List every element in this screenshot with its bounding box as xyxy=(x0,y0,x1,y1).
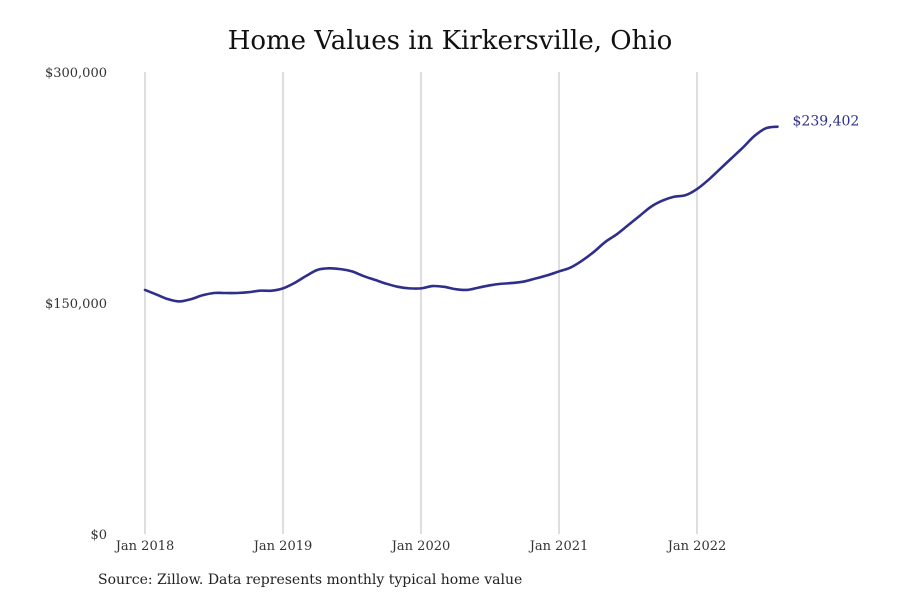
x-tick-label: Jan 2018 xyxy=(114,539,175,554)
source-note: Source: Zillow. Data represents monthly … xyxy=(98,572,523,588)
x-tick-label: Jan 2021 xyxy=(528,539,589,554)
x-tick-label: Jan 2019 xyxy=(252,539,313,554)
series-line xyxy=(143,125,779,303)
series-group xyxy=(143,125,779,303)
y-tick-label: $150,000 xyxy=(45,297,107,312)
x-axis-ticks: Jan 2018 Jan 2019 Jan 2020 Jan 2021 Jan 2022 xyxy=(114,539,727,554)
end-value-label: $239,402 xyxy=(793,114,860,130)
gridlines xyxy=(144,72,698,534)
x-tick-label: Jan 2022 xyxy=(666,539,727,554)
x-tick-label: Jan 2020 xyxy=(390,539,451,554)
y-tick-label: $0 xyxy=(90,528,107,543)
chart-title: Home Values in Kirkersville, Ohio xyxy=(227,26,673,56)
y-tick-label: $300,000 xyxy=(45,66,107,81)
y-axis-ticks: $0 $150,000 $300,000 xyxy=(45,66,107,543)
